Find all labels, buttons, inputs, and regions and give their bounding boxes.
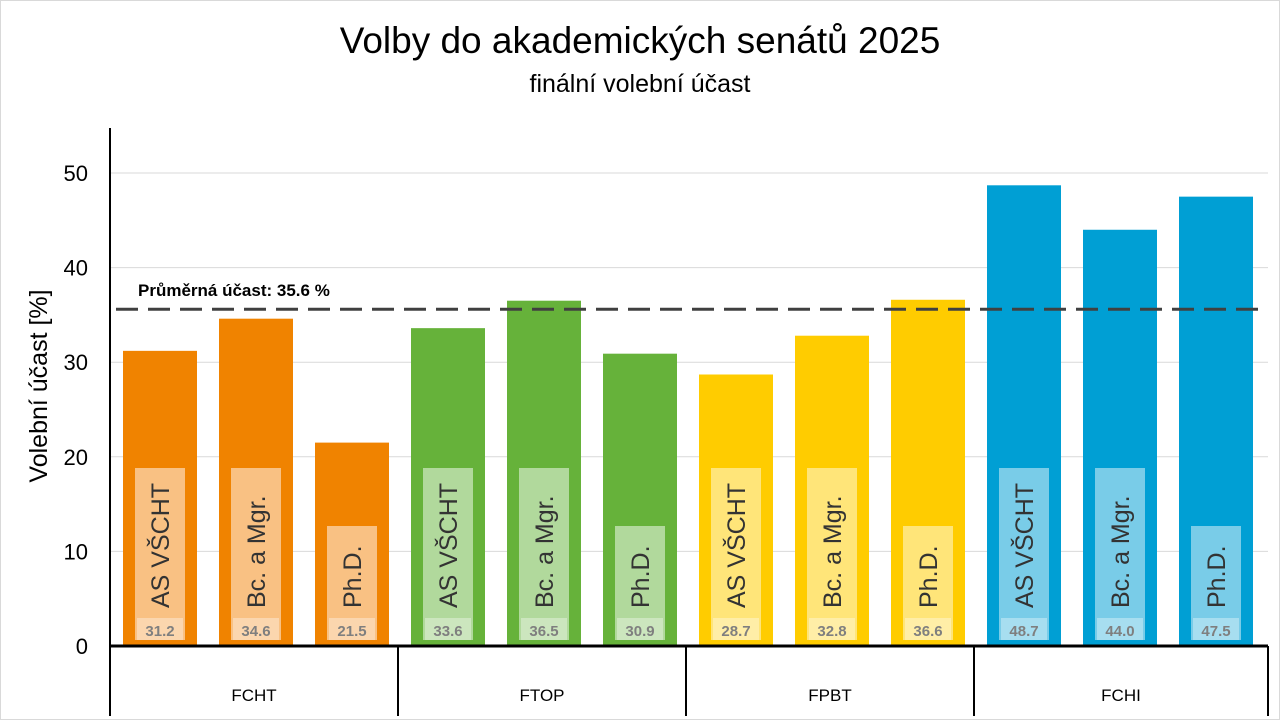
bar-label-box [231,468,281,640]
bar-label-box [1191,526,1241,640]
bar-value-label: 33.6 [433,623,462,640]
bar-label-box [519,468,569,640]
y-tick-label: 40 [64,256,88,281]
y-axis-label: Volební účast [%] [25,289,53,482]
bar-category-label: Bc. a Mgr. [819,495,847,608]
value-label-box [617,618,663,640]
x-group-label: FCHI [1101,686,1141,705]
value-label-box [1097,618,1143,640]
value-label-box [1193,618,1239,640]
bar-label-box [135,468,185,640]
y-tick-label: 10 [64,539,88,564]
value-label-box [137,618,183,640]
bar-category-label: Ph.D. [915,545,943,608]
value-label-box [521,618,567,640]
y-tick-label: 30 [64,350,88,375]
bar-label-box [615,526,665,640]
bar-label-box [903,526,953,640]
bar-category-label: AS VŠCHT [146,483,175,608]
y-tick-label: 20 [64,445,88,470]
value-label-box [233,618,279,640]
bar-value-label: 44.0 [1105,623,1134,640]
bar-label-box [1095,468,1145,640]
chart-title: Volby do akademických senátů 2025 [339,20,941,61]
bar-label-box [327,526,377,640]
bar-value-label: 47.5 [1201,623,1230,640]
bar-label-box [999,468,1049,640]
chart-subtitle: finální volební účast [529,70,751,98]
bar-category-label: Ph.D. [1203,545,1231,608]
y-tick-label: 0 [76,634,88,659]
bar-category-label: Bc. a Mgr. [1107,495,1135,608]
bar-category-label: Ph.D. [339,545,367,608]
bar-value-label: 36.5 [529,623,558,640]
bar-category-label: AS VŠCHT [434,483,463,608]
bar-label-box [807,468,857,640]
bar-value-label: 32.8 [817,623,846,640]
bar-value-label: 31.2 [145,623,174,640]
bar-category-label: Bc. a Mgr. [243,495,271,608]
bar-value-label: 28.7 [721,623,750,640]
value-label-box [425,618,471,640]
x-group-label: FTOP [519,686,564,705]
value-label-box [905,618,951,640]
bar-value-label: 21.5 [337,623,366,640]
average-label: Průměrná účast: 35.6 % [138,281,330,300]
bar-value-label: 34.6 [241,623,270,640]
value-label-box [713,618,759,640]
bar-category-label: Ph.D. [627,545,655,608]
bar-value-label: 36.6 [913,623,942,640]
bar-category-label: AS VŠCHT [1010,483,1039,608]
value-label-box [809,618,855,640]
value-label-box [1001,618,1047,640]
bar-value-label: 48.7 [1009,623,1038,640]
bar-category-label: AS VŠCHT [722,483,751,608]
bar-label-box [711,468,761,640]
x-group-label: FCHT [231,686,276,705]
bar-category-label: Bc. a Mgr. [531,495,559,608]
bar-value-label: 30.9 [625,623,654,640]
x-group-label: FPBT [808,686,851,705]
y-tick-label: 50 [64,161,88,186]
value-label-box [329,618,375,640]
bar-label-box [423,468,473,640]
